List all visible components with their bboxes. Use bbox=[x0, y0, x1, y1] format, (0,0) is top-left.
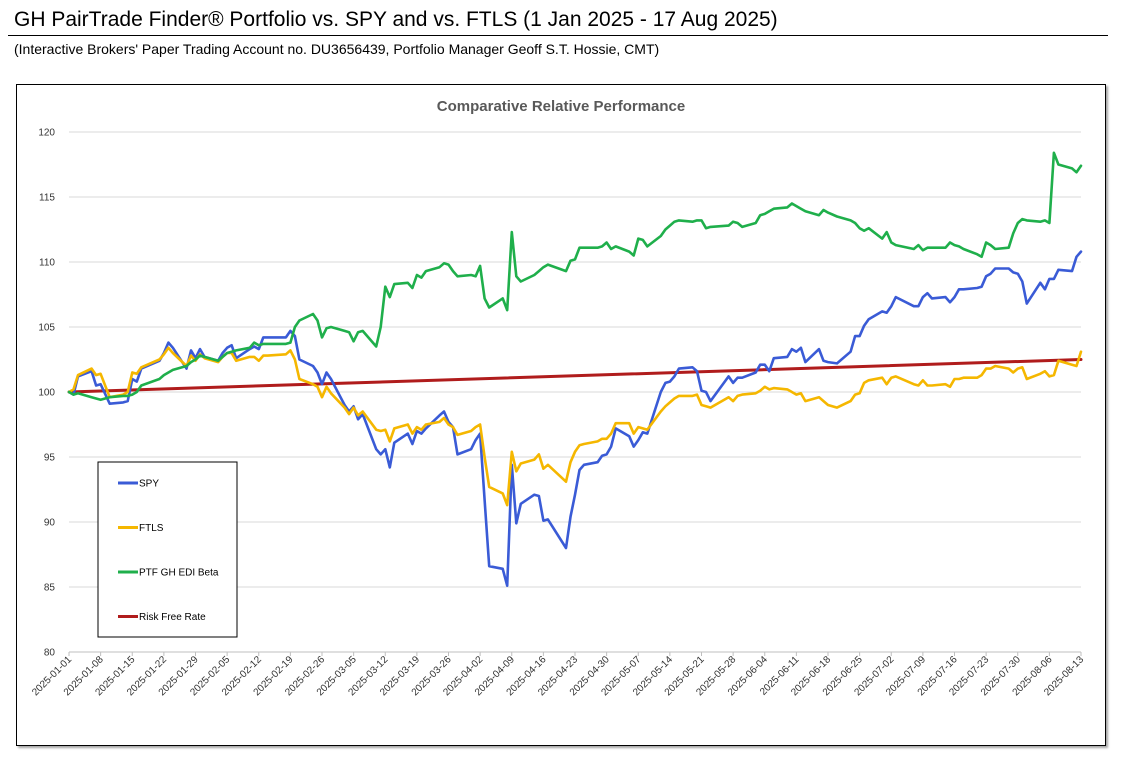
series-line-ptf-gh-edi-beta bbox=[67, 151, 1083, 402]
grid-layer bbox=[69, 131, 1081, 653]
y-tick-label: 110 bbox=[39, 258, 55, 269]
y-tick-label: 95 bbox=[44, 453, 56, 464]
y-tick-label: 115 bbox=[39, 193, 55, 204]
legend-box bbox=[97, 461, 238, 638]
y-tick-label: 90 bbox=[44, 518, 56, 529]
series-layer bbox=[67, 151, 1083, 587]
page-title: GH PairTrade Finder® Portfolio vs. SPY a… bbox=[14, 8, 778, 31]
chart-frame: Comparative Relative Performance 80 85 90 9… bbox=[16, 84, 1106, 746]
chart-title: Comparative Relative Performance bbox=[437, 98, 685, 115]
legend-label: FTLS bbox=[139, 523, 164, 534]
y-tick-label: 100 bbox=[38, 388, 55, 399]
y-tick-label: 85 bbox=[44, 583, 56, 594]
y-tick-label: 105 bbox=[38, 323, 55, 334]
chart-svg: Comparative Relative Performance 80 85 90 9… bbox=[30, 98, 1086, 698]
y-tick-label: 120 bbox=[38, 128, 55, 139]
legend-label: PTF GH EDI Beta bbox=[139, 568, 219, 579]
legend-label: Risk Free Rate bbox=[139, 612, 206, 623]
series-line-spy bbox=[67, 250, 1083, 587]
series-line-risk-free-rate bbox=[67, 358, 1083, 394]
legend-label: SPY bbox=[139, 479, 159, 490]
series-line-ftls bbox=[67, 346, 1083, 507]
legend: SPY FTLS PTF GH EDI Beta Risk Free Rate bbox=[97, 461, 238, 638]
page-subtitle: (Interactive Brokers' Paper Trading Acco… bbox=[14, 41, 660, 57]
title-underline bbox=[8, 35, 1108, 36]
y-tick-label: 80 bbox=[44, 648, 56, 659]
